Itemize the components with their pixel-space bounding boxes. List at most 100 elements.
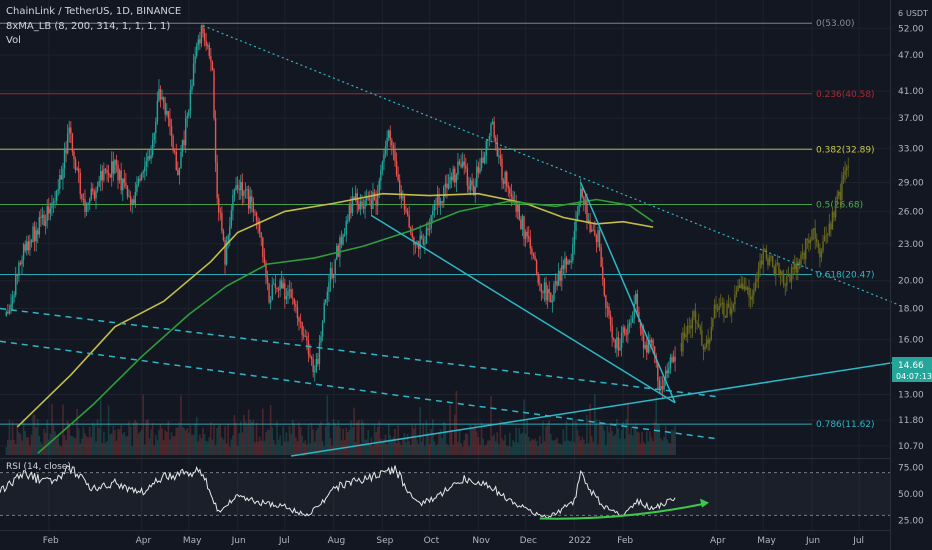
proj-candle-body-0 xyxy=(680,342,683,352)
candle-body-99 xyxy=(161,97,163,100)
volume-bar-400 xyxy=(634,423,637,455)
volume-bar-188 xyxy=(301,435,303,455)
price-badge-countdown: 04:07:13 xyxy=(896,372,932,381)
candle-body-240 xyxy=(383,154,385,162)
candle-body-320 xyxy=(509,188,511,194)
candle-body-194 xyxy=(310,356,313,360)
price-tick-13: 10.70 xyxy=(898,442,924,452)
volume-legend[interactable]: Vol xyxy=(6,35,21,46)
candle-body-415 xyxy=(658,380,661,389)
candle-body-49 xyxy=(82,199,85,200)
volume-bar-253 xyxy=(403,432,406,455)
volume-bar-69 xyxy=(114,430,116,455)
candle-body-63 xyxy=(104,168,107,170)
volume-bar-63 xyxy=(104,442,107,455)
volume-bar-273 xyxy=(435,445,437,455)
candle-body-71 xyxy=(117,164,119,181)
volume-bar-388 xyxy=(616,419,618,455)
price-axis[interactable]: 52.00 47.00 41.00 37.00 33.00 29.00 26.00 23.00… xyxy=(898,24,924,452)
candle-body-42 xyxy=(71,133,74,152)
candle-body-101 xyxy=(164,102,166,115)
volume-bar-78 xyxy=(128,421,130,455)
proj-candle-body-4 xyxy=(686,325,689,335)
candle-body-133 xyxy=(214,117,217,163)
volume-bar-260 xyxy=(414,424,417,455)
candle-body-170 xyxy=(273,283,275,285)
candle-body-327 xyxy=(520,219,522,230)
candle-body-253 xyxy=(403,196,406,210)
candle-body-60 xyxy=(100,170,102,182)
proj-candle-body-83 xyxy=(811,229,813,241)
volume-bar-299 xyxy=(476,431,478,455)
volume-bar-77 xyxy=(126,436,129,455)
indicator-legend[interactable]: 8xMA_LB (8, 200, 314, 1, 1, 1, 1) xyxy=(6,21,171,32)
volume-bar-170 xyxy=(273,440,275,455)
candle-body-356 xyxy=(565,258,568,265)
candle-body-382 xyxy=(606,306,609,308)
volume-bar-404 xyxy=(641,431,643,455)
volume-bar-71 xyxy=(117,428,119,455)
price-tick-9: 18.00 xyxy=(898,305,924,315)
volume-bar-176 xyxy=(282,426,285,455)
candle-body-149 xyxy=(240,181,242,191)
candle-body-270 xyxy=(430,215,432,229)
candle-body-214 xyxy=(342,234,344,245)
price-tick-1: 47.00 xyxy=(898,51,924,61)
volume-bar-312 xyxy=(496,432,499,455)
volume-bar-10 xyxy=(21,440,23,455)
candle-body-115 xyxy=(186,115,188,119)
candle-body-11 xyxy=(22,244,25,260)
volume-bar-128 xyxy=(206,441,209,455)
volume-bar-5 xyxy=(13,440,15,455)
candle-body-81 xyxy=(133,199,135,204)
volume-bar-359 xyxy=(570,440,573,455)
candle-body-190 xyxy=(304,336,306,338)
time-axis[interactable]: Feb Apr May Jun Jul Aug Sep Oct Nov Dec 2022 Feb Apr… xyxy=(43,536,864,546)
volume-bar-385 xyxy=(611,431,613,455)
volume-bar-6 xyxy=(14,444,17,455)
volume-bar-197 xyxy=(315,430,318,455)
volume-bar-234 xyxy=(373,424,376,455)
candle-body-352 xyxy=(559,270,561,281)
proj-candle-body-24 xyxy=(718,305,720,310)
volume-bar-382 xyxy=(606,426,609,455)
volume-bar-236 xyxy=(376,426,379,455)
volume-bar-56 xyxy=(93,424,96,455)
rsi-axis[interactable]: 75.00 50.00 25.00 xyxy=(898,463,924,526)
volume-bar-108 xyxy=(175,427,178,455)
candle-body-114 xyxy=(184,118,187,146)
candle-body-88 xyxy=(144,166,146,172)
volume-bar-238 xyxy=(380,438,382,455)
proj-candle-body-32 xyxy=(731,309,733,314)
candle-body-79 xyxy=(129,195,132,205)
volume-bar-245 xyxy=(391,439,393,455)
volume-bar-378 xyxy=(600,424,602,455)
candle-body-237 xyxy=(378,180,380,194)
rsi-legend[interactable]: RSI (14, close) xyxy=(6,462,71,472)
candle-body-258 xyxy=(411,233,413,238)
volume-bar-0 xyxy=(5,446,8,455)
candle-body-193 xyxy=(309,354,311,357)
candle-body-268 xyxy=(427,228,429,230)
volume-bar-414 xyxy=(656,423,659,455)
volume-bar-292 xyxy=(465,433,467,455)
candle-body-203 xyxy=(325,299,327,304)
volume-bar-191 xyxy=(306,444,308,455)
symbol-title[interactable]: ChainLink / TetherUS, 1D, BINANCE xyxy=(6,6,182,17)
proj-candle-body-100 xyxy=(838,191,840,196)
volume-bar-293 xyxy=(466,433,469,455)
volume-bar-258 xyxy=(411,424,414,455)
candle-body-113 xyxy=(183,139,185,146)
volume-bar-60 xyxy=(99,397,102,455)
volume-bar-158 xyxy=(254,442,256,455)
rsi-band xyxy=(0,472,890,516)
proj-candle-body-91 xyxy=(823,236,826,242)
volume-bar-370 xyxy=(587,443,590,455)
candle-body-236 xyxy=(376,193,379,206)
candle-body-354 xyxy=(562,265,565,269)
candle-body-69 xyxy=(114,159,116,174)
time-tick-0: Feb xyxy=(43,536,59,546)
volume-bar-296 xyxy=(471,428,473,455)
volume-bar-310 xyxy=(493,434,495,455)
